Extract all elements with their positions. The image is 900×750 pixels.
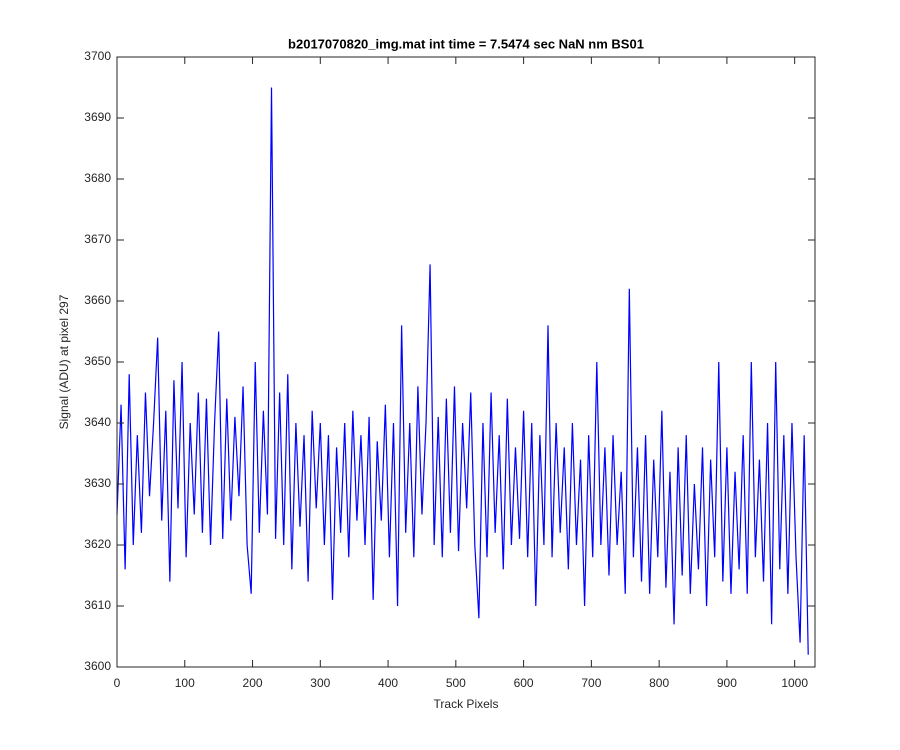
plot-area (117, 57, 815, 667)
x-tick-label: 1000 (781, 676, 808, 690)
y-tick-label: 3680 (84, 171, 111, 185)
data-line (116, 87, 809, 655)
x-tick-label: 500 (446, 676, 466, 690)
x-tick-label: 800 (649, 676, 669, 690)
y-tick-label: 3600 (84, 659, 111, 673)
x-tick-label: 0 (114, 676, 121, 690)
y-tick-label: 3700 (84, 49, 111, 63)
x-tick-label: 600 (514, 676, 534, 690)
y-tick-label: 3670 (84, 232, 111, 246)
x-tick-label: 900 (717, 676, 737, 690)
chart-title: b2017070820_img.mat int time = 7.5474 se… (288, 36, 644, 51)
x-tick-label: 100 (175, 676, 195, 690)
y-tick-label: 3620 (84, 537, 111, 551)
x-tick-label: 700 (581, 676, 601, 690)
y-tick-label: 3660 (84, 293, 111, 307)
x-axis-label: Track Pixels (434, 697, 499, 711)
x-tick-label: 300 (310, 676, 330, 690)
y-tick-label: 3610 (84, 598, 111, 612)
x-tick-label: 400 (378, 676, 398, 690)
y-tick-label: 3650 (84, 354, 111, 368)
x-tick-label: 200 (243, 676, 263, 690)
y-tick-label: 3640 (84, 415, 111, 429)
y-axis-label: Signal (ADU) at pixel 297 (57, 294, 71, 429)
y-tick-label: 3630 (84, 476, 111, 490)
y-tick-label: 3690 (84, 110, 111, 124)
